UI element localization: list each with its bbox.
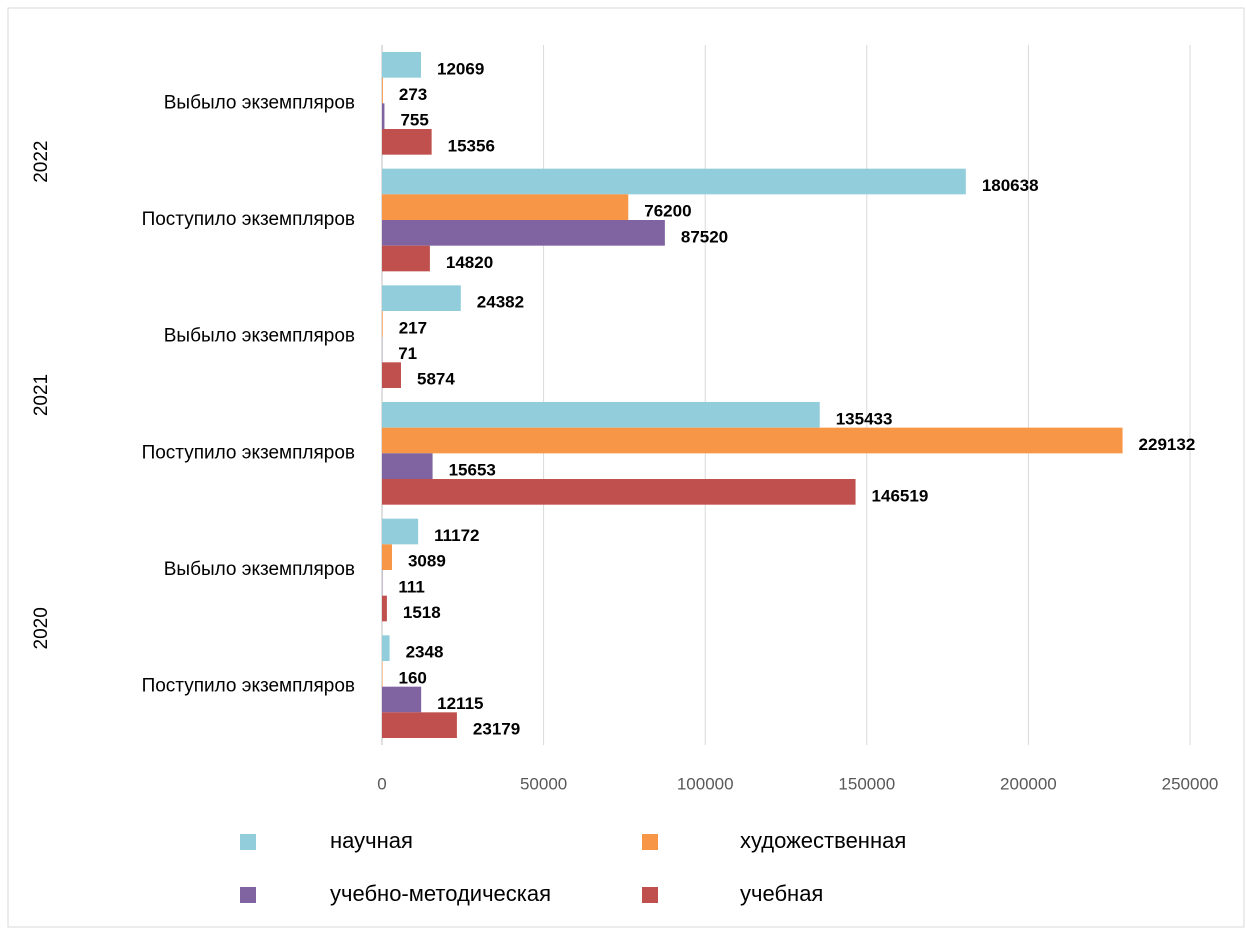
data-label: 71 <box>398 344 417 363</box>
category-label: Поступило экземпляров <box>142 209 355 230</box>
legend-label: учебно-методическая <box>330 881 551 906</box>
data-label: 135433 <box>836 409 893 428</box>
bar <box>382 220 665 246</box>
legend-swatch <box>240 887 256 903</box>
data-label: 180638 <box>982 176 1039 195</box>
bar <box>382 129 432 155</box>
bar <box>382 479 856 505</box>
data-label: 76200 <box>644 202 691 221</box>
bar <box>382 427 1123 454</box>
category-label: Поступило экземпляров <box>142 676 355 697</box>
bar <box>382 686 422 713</box>
data-label: 146519 <box>872 486 929 505</box>
group-label: 2021 <box>31 374 52 416</box>
data-label: 12115 <box>437 694 483 713</box>
bar <box>382 194 629 220</box>
group-label: 2020 <box>31 607 52 649</box>
data-label: 5874 <box>417 370 455 389</box>
bar <box>382 168 966 195</box>
x-tick-label: 150000 <box>838 774 895 793</box>
chart-frame <box>7 7 1245 928</box>
data-label: 12069 <box>437 59 484 78</box>
data-label: 111 <box>398 577 425 596</box>
data-label: 15356 <box>448 136 495 155</box>
data-label: 23179 <box>473 720 520 739</box>
bar <box>382 635 390 661</box>
legend-label: учебная <box>740 881 823 906</box>
legend-swatch <box>240 834 256 850</box>
data-label: 229132 <box>1139 435 1196 454</box>
data-label: 273 <box>399 85 427 104</box>
legend-label: научная <box>330 828 413 853</box>
bar <box>382 544 392 570</box>
x-tick-label: 50000 <box>520 774 567 793</box>
bar <box>382 453 433 479</box>
bar <box>382 311 383 337</box>
legend-label: художественная <box>740 828 906 853</box>
bar <box>382 362 401 388</box>
data-label: 3089 <box>408 552 446 571</box>
group-label: 2022 <box>31 141 52 183</box>
x-tick-label: 200000 <box>1000 774 1057 793</box>
data-label: 87520 <box>681 227 728 246</box>
x-tick-label: 0 <box>377 774 386 793</box>
x-tick-label: 250000 <box>1162 774 1219 793</box>
bar <box>382 77 383 104</box>
data-label: 11172 <box>434 526 479 545</box>
bar <box>382 661 383 687</box>
data-label: 15653 <box>449 461 496 480</box>
data-label: 24382 <box>477 293 524 312</box>
category-label: Выбыло экземпляров <box>164 326 355 347</box>
category-label: Поступило экземпляров <box>142 442 355 463</box>
data-label: 755 <box>400 111 428 130</box>
category-label: Выбыло экземпляров <box>164 559 355 580</box>
bar <box>382 245 430 272</box>
bar <box>382 285 461 311</box>
bar <box>382 595 387 622</box>
legend-swatch <box>642 834 658 850</box>
data-label: 1518 <box>403 603 441 622</box>
bar <box>382 518 419 545</box>
data-label: 160 <box>399 668 427 687</box>
bar <box>382 402 820 428</box>
bar <box>382 52 422 78</box>
data-label: 14820 <box>446 253 493 272</box>
data-label: 2348 <box>406 643 444 662</box>
x-tick-label: 100000 <box>677 774 734 793</box>
data-label: 217 <box>399 318 427 337</box>
bar <box>382 103 385 129</box>
legend-swatch <box>642 887 658 903</box>
category-label: Выбыло экземпляров <box>164 92 355 113</box>
bar <box>382 712 457 738</box>
